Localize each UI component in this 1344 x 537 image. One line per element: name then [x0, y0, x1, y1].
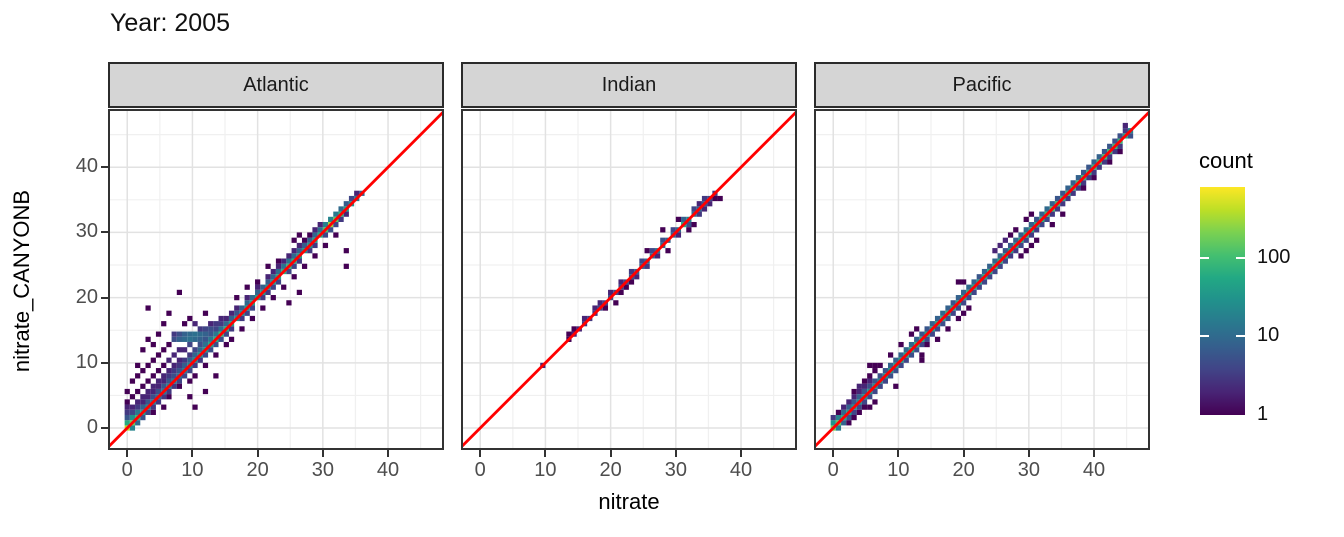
panel-border	[461, 109, 797, 450]
x-tick-mark	[1093, 450, 1096, 457]
x-tick-mark	[387, 450, 390, 457]
legend-tick-mark	[1200, 335, 1209, 338]
identity-line	[814, 109, 1150, 450]
x-tick-mark	[1027, 450, 1030, 457]
x-tick-mark	[544, 450, 547, 457]
facet-strip-atlantic: Atlantic	[108, 62, 444, 108]
x-tick-label: 20	[599, 459, 622, 481]
x-axis-title: nitrate	[598, 489, 660, 514]
legend-colorbar	[1200, 187, 1245, 415]
x-tick-mark	[191, 450, 194, 457]
x-tick-label: 30	[311, 459, 334, 481]
x-tick-label: 20	[952, 459, 975, 481]
y-axis-title: nitrate_CANYONB	[9, 189, 34, 373]
y-tick-mark	[101, 231, 108, 234]
x-tick-label: 40	[376, 459, 400, 481]
x-tick-label: 30	[664, 459, 687, 481]
y-tick-label: 10	[75, 350, 98, 373]
legend-title: count	[1199, 148, 1253, 173]
plot-title: Year: 2005	[110, 9, 231, 37]
x-tick-mark	[126, 450, 129, 457]
legend-tick-label: 1	[1257, 403, 1269, 425]
y-tick-mark	[101, 361, 108, 364]
panel-border	[108, 109, 444, 450]
x-tick-mark	[740, 450, 743, 457]
legend-tick-mark	[1200, 256, 1209, 259]
x-tick-mark	[479, 450, 482, 457]
panel-border	[814, 109, 1150, 450]
x-tick-label: 0	[827, 459, 839, 481]
identity-line	[108, 109, 444, 450]
x-tick-mark	[962, 450, 965, 457]
x-tick-label: 10	[887, 459, 910, 481]
x-tick-label: 30	[1017, 459, 1040, 481]
y-tick-label: 40	[75, 155, 98, 178]
facet-panel-pacific	[814, 109, 1150, 450]
identity-line	[461, 109, 797, 450]
y-tick-mark	[101, 166, 108, 169]
y-tick-mark	[101, 427, 108, 430]
x-tick-mark	[674, 450, 677, 457]
x-tick-label: 20	[246, 459, 269, 481]
grid-lines	[814, 109, 1150, 450]
x-tick-label: 10	[181, 459, 204, 481]
legend-tick-mark	[1236, 335, 1245, 338]
x-tick-mark	[832, 450, 835, 457]
facet-panel-indian	[461, 109, 797, 450]
y-tick-label: 0	[86, 416, 98, 439]
x-tick-label: 0	[121, 459, 133, 481]
x-tick-mark	[609, 450, 612, 457]
facet-strip-pacific: Pacific	[814, 62, 1150, 108]
x-tick-mark	[897, 450, 900, 457]
x-tick-label: 0	[474, 459, 486, 481]
y-tick-label: 20	[75, 285, 98, 308]
legend-tick-label: 100	[1257, 245, 1291, 268]
x-tick-label: 40	[1082, 459, 1106, 481]
grid-lines	[461, 109, 797, 450]
facet-panel-atlantic	[108, 109, 444, 450]
x-tick-mark	[321, 450, 324, 457]
y-tick-mark	[101, 296, 108, 299]
x-tick-label: 10	[534, 459, 557, 481]
x-tick-mark	[256, 450, 259, 457]
x-tick-label: 40	[729, 459, 753, 481]
facet-strip-indian: Indian	[461, 62, 797, 108]
y-tick-label: 30	[75, 220, 98, 243]
legend-tick-label: 10	[1257, 324, 1280, 347]
legend-tick-mark	[1236, 256, 1245, 259]
